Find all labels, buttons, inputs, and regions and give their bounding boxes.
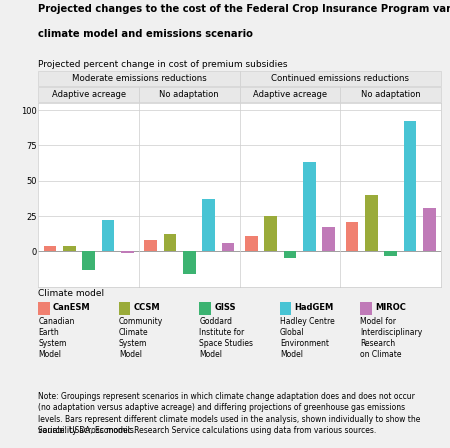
Text: GISS: GISS [214,303,236,312]
Bar [82,251,95,270]
Text: Source: USDA, Economic Research Service calculations using data from various sou: Source: USDA, Economic Research Service … [38,426,377,435]
Bar [222,243,234,251]
Text: No adaptation: No adaptation [361,90,420,99]
Text: Moderate emissions reductions: Moderate emissions reductions [72,74,206,83]
Text: Climate model: Climate model [38,289,104,298]
Text: climate model and emissions scenario: climate model and emissions scenario [38,29,253,39]
Bar [183,251,196,274]
Bar [164,234,176,251]
Bar [44,246,56,251]
Text: Projected percent change in cost of premium subsidies: Projected percent change in cost of prem… [38,60,288,69]
Bar [121,251,134,253]
Bar [202,199,215,251]
Text: Adaptive acreage: Adaptive acreage [253,90,327,99]
Text: Canadian
Earth
System
Model: Canadian Earth System Model [38,317,75,359]
Text: No adaptation: No adaptation [159,90,219,99]
Text: Model for
Interdisciplinary
Research
on Climate: Model for Interdisciplinary Research on … [360,317,423,359]
Text: Note: Groupings represent scenarios in which climate change adaptation does and : Note: Groupings represent scenarios in w… [38,392,421,435]
Bar [423,207,436,251]
Bar [63,246,76,251]
Bar [365,195,378,251]
Bar [284,251,296,258]
Bar [303,162,315,251]
Text: Adaptive acreage: Adaptive acreage [52,90,126,99]
Text: HadGEM: HadGEM [295,303,334,312]
Bar [322,228,335,251]
Bar [245,236,257,251]
Bar [102,220,114,251]
Text: Goddard
Institute for
Space Studies
Model: Goddard Institute for Space Studies Mode… [199,317,253,359]
Text: CanESM: CanESM [53,303,91,312]
Text: MIROC: MIROC [375,303,406,312]
Bar [346,222,358,251]
Text: Community
Climate
System
Model: Community Climate System Model [119,317,163,359]
Text: CCSM: CCSM [134,303,160,312]
Bar [144,240,157,251]
Text: Hadley Centre
Global
Environment
Model: Hadley Centre Global Environment Model [280,317,335,359]
Bar [264,216,277,251]
Bar [404,121,416,251]
Text: Projected changes to the cost of the Federal Crop Insurance Program varies with : Projected changes to the cost of the Fed… [38,4,450,14]
Text: Continued emissions reductions: Continued emissions reductions [271,74,410,83]
Bar [384,251,397,256]
